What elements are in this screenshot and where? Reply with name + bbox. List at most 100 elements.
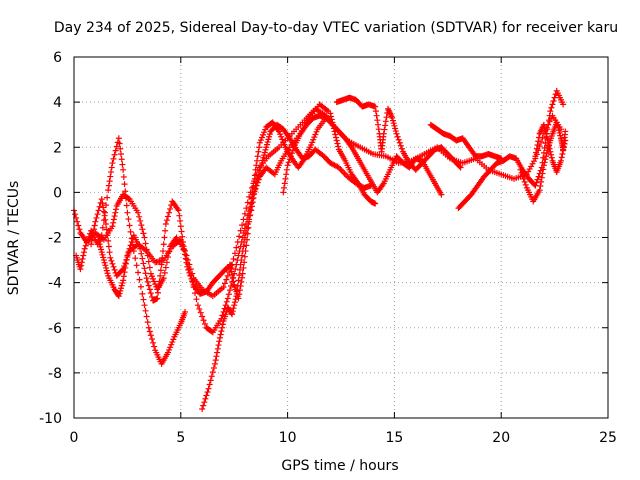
data-point	[110, 155, 117, 162]
data-point	[382, 118, 389, 125]
data-point	[88, 237, 95, 244]
data-point	[105, 182, 112, 189]
data-point	[147, 290, 154, 297]
data-point	[260, 154, 267, 161]
data-point	[542, 127, 549, 134]
data-point	[182, 308, 189, 315]
data-point	[284, 162, 291, 169]
data-point	[122, 195, 129, 202]
data-point	[237, 261, 244, 268]
data-point	[120, 173, 127, 180]
data-point	[113, 143, 120, 150]
data-point	[229, 311, 236, 318]
data-point	[108, 169, 115, 176]
data-point	[241, 210, 248, 217]
data-point	[84, 236, 91, 243]
data-point	[132, 255, 139, 262]
data-point	[253, 157, 260, 164]
data-point	[102, 262, 109, 269]
data-point	[254, 175, 261, 182]
data-point	[231, 299, 238, 306]
data-point	[232, 296, 239, 303]
data-point	[277, 131, 284, 138]
data-point	[534, 176, 541, 183]
data-point	[262, 146, 269, 153]
data-point	[223, 298, 230, 305]
y-tick-label: -10	[39, 411, 62, 427]
data-point	[260, 131, 267, 138]
data-point	[220, 284, 227, 291]
data-point	[257, 137, 264, 144]
data-point	[562, 128, 569, 135]
x-tick-label: 0	[70, 430, 79, 446]
data-point	[261, 129, 268, 136]
data-point	[113, 206, 120, 213]
data-point	[124, 209, 131, 216]
data-point	[143, 275, 150, 282]
data-point	[232, 266, 239, 273]
data-point	[212, 357, 219, 364]
data-point	[146, 328, 153, 335]
data-point	[155, 284, 162, 291]
data-point	[456, 163, 463, 170]
data-point	[333, 137, 340, 144]
data-point	[225, 291, 232, 298]
data-point	[111, 151, 118, 158]
data-point	[209, 369, 216, 376]
data-point	[112, 209, 119, 216]
data-point	[256, 139, 263, 146]
data-point	[166, 346, 173, 353]
data-point	[170, 336, 177, 343]
data-point	[99, 224, 106, 231]
data-point	[80, 252, 87, 259]
data-point	[335, 143, 342, 150]
data-point	[559, 151, 566, 158]
data-point	[534, 141, 541, 148]
data-point	[136, 213, 143, 220]
data-point	[161, 234, 168, 241]
data-point	[283, 171, 290, 178]
data-point	[217, 331, 224, 338]
data-point	[95, 207, 102, 214]
data-point	[533, 149, 540, 156]
data-point	[390, 120, 397, 127]
data-point	[116, 290, 123, 297]
data-point	[258, 134, 265, 141]
data-point	[547, 108, 554, 115]
data-point	[383, 114, 390, 121]
data-point	[210, 364, 217, 371]
data-point	[124, 252, 131, 259]
data-point	[140, 230, 147, 237]
data-point	[162, 220, 169, 227]
data-point	[545, 117, 552, 124]
data-point	[280, 189, 287, 196]
data-point	[78, 262, 85, 269]
data-point	[243, 205, 250, 212]
data-point	[250, 183, 257, 190]
data-point	[262, 126, 269, 133]
data-point	[285, 159, 292, 166]
data-point	[176, 212, 183, 219]
data-point	[99, 251, 106, 258]
data-point	[245, 224, 252, 231]
data-point	[126, 245, 133, 252]
data-point	[237, 227, 244, 234]
data-point	[117, 287, 124, 294]
data-point	[112, 147, 119, 154]
series-6	[226, 114, 330, 302]
data-point	[77, 266, 84, 273]
data-point	[392, 128, 399, 135]
data-point	[263, 144, 270, 151]
data-point	[242, 248, 249, 255]
data-point	[230, 255, 237, 262]
data-point	[167, 205, 174, 212]
data-point	[104, 232, 111, 239]
data-point	[280, 138, 287, 145]
data-point	[187, 272, 194, 279]
data-point	[162, 227, 169, 234]
data-point	[122, 260, 129, 267]
data-point	[236, 291, 243, 298]
data-point	[148, 273, 155, 280]
data-point	[199, 405, 206, 412]
data-point	[76, 226, 83, 233]
